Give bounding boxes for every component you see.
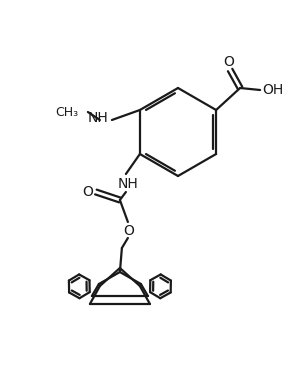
Text: OH: OH xyxy=(263,83,284,97)
Text: CH₃: CH₃ xyxy=(55,105,78,119)
Text: NH: NH xyxy=(118,177,138,191)
Text: O: O xyxy=(224,55,235,69)
Text: O: O xyxy=(123,224,134,238)
Text: O: O xyxy=(82,185,93,199)
Text: NH: NH xyxy=(88,111,108,125)
